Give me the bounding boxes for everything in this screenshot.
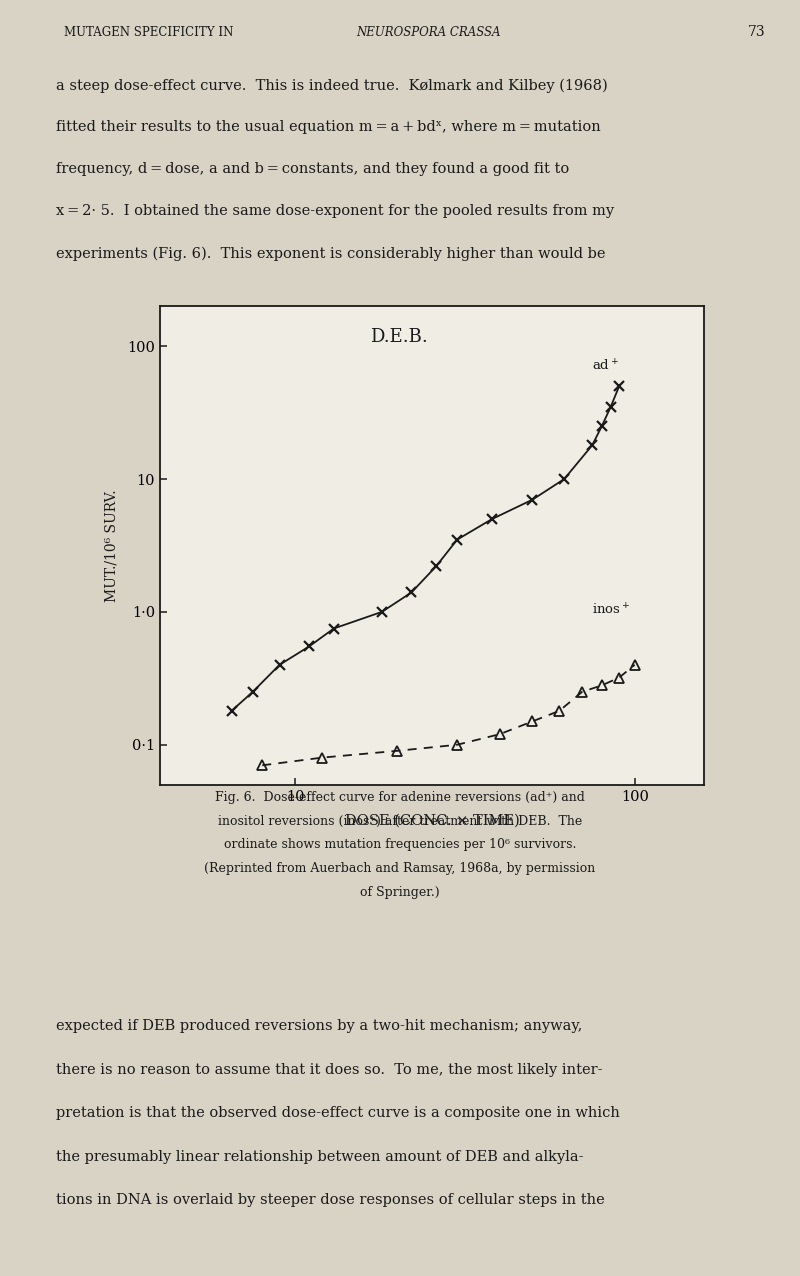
- Text: there is no reason to assume that it does so.  To me, the most likely inter-: there is no reason to assume that it doe…: [56, 1063, 602, 1077]
- Text: ad$^+$: ad$^+$: [593, 359, 619, 374]
- Text: ordinate shows mutation frequencies per 10⁶ survivors.: ordinate shows mutation frequencies per …: [224, 838, 576, 851]
- Y-axis label: MUT./10⁶ SURV.: MUT./10⁶ SURV.: [105, 489, 119, 602]
- Text: a steep dose-effect curve.  This is indeed true.  Kølmark and Kilbey (1968): a steep dose-effect curve. This is indee…: [56, 78, 608, 93]
- Text: frequency, d = dose, a and b = constants, and they found a good fit to: frequency, d = dose, a and b = constants…: [56, 162, 570, 176]
- Text: the presumably linear relationship between amount of DEB and alkyla-: the presumably linear relationship betwe…: [56, 1150, 583, 1164]
- Text: MUTAGEN SPECIFICITY IN: MUTAGEN SPECIFICITY IN: [64, 26, 237, 38]
- Text: D.E.B.: D.E.B.: [370, 328, 428, 346]
- Text: 73: 73: [748, 24, 766, 38]
- Text: fitted their results to the usual equation m = a + bdˣ, where m = mutation: fitted their results to the usual equati…: [56, 120, 601, 134]
- X-axis label: DOSE (CONC. × TIME): DOSE (CONC. × TIME): [345, 813, 519, 827]
- Text: x = 2· 5.  I obtained the same dose-exponent for the pooled results from my: x = 2· 5. I obtained the same dose-expon…: [56, 204, 614, 218]
- Text: tions in DNA is overlaid by steeper dose responses of cellular steps in the: tions in DNA is overlaid by steeper dose…: [56, 1193, 605, 1207]
- Text: Fig. 6.  Dose-effect curve for adenine reversions (ad⁺) and: Fig. 6. Dose-effect curve for adenine re…: [215, 791, 585, 804]
- Text: of Springer.): of Springer.): [360, 886, 440, 898]
- Text: expected if DEB produced reversions by a two-hit mechanism; anyway,: expected if DEB produced reversions by a…: [56, 1020, 582, 1034]
- Text: inositol reversions (inos⁺) after treatment with DEB.  The: inositol reversions (inos⁺) after treatm…: [218, 815, 582, 828]
- Text: inos$^+$: inos$^+$: [593, 602, 630, 618]
- Text: (Reprinted from Auerbach and Ramsay, 1968a, by permission: (Reprinted from Auerbach and Ramsay, 196…: [204, 863, 596, 875]
- Text: NEUROSPORA CRASSA: NEUROSPORA CRASSA: [356, 26, 501, 38]
- Text: pretation is that the observed dose-effect curve is a composite one in which: pretation is that the observed dose-effe…: [56, 1106, 620, 1120]
- Text: experiments (Fig. 6).  This exponent is considerably higher than would be: experiments (Fig. 6). This exponent is c…: [56, 246, 606, 260]
